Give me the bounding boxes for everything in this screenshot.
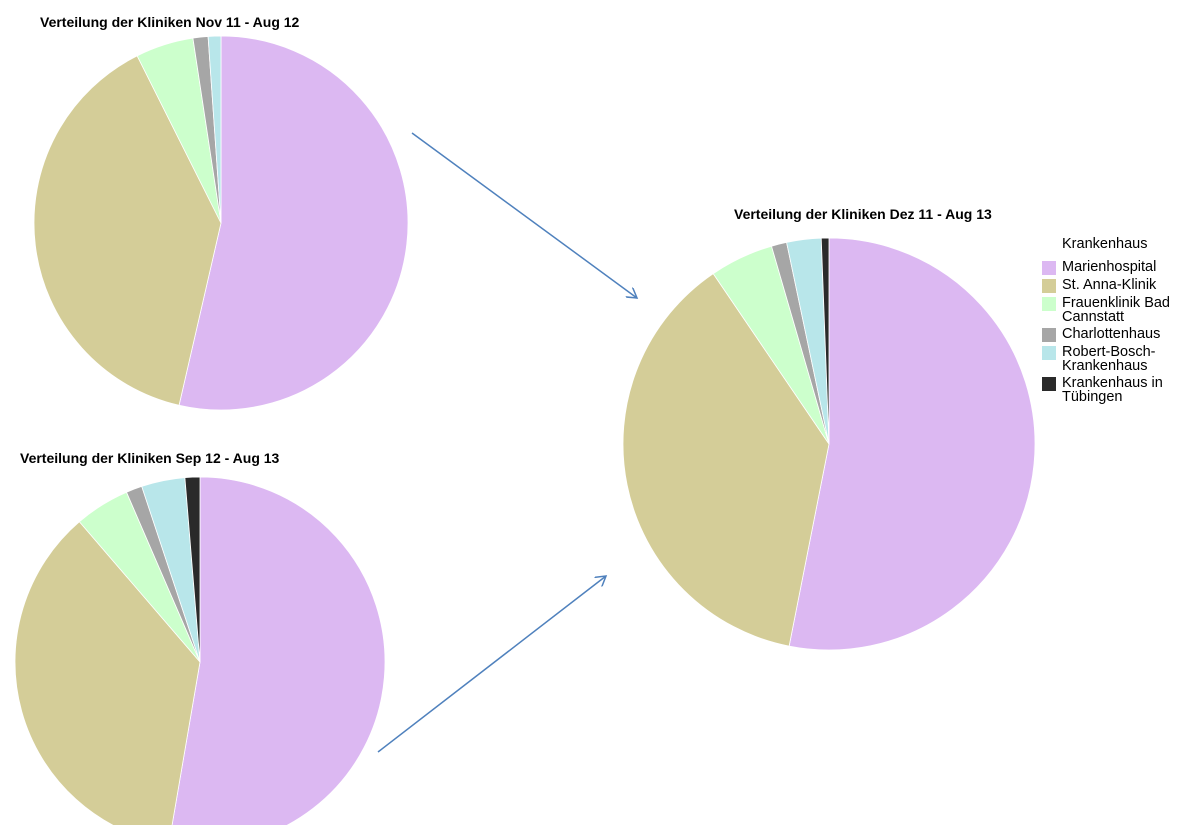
- legend-label: Krankenhaus in Tübingen: [1062, 375, 1163, 405]
- legend: Krankenhaus Marienhospital St. Anna-Klinik…: [1042, 236, 1178, 407]
- pie-slice: [184, 476, 201, 663]
- pie-slice: [178, 35, 409, 411]
- legend-swatch: [1042, 377, 1056, 391]
- legend-swatch: [1042, 261, 1056, 275]
- legend-label: St. Anna-Klinik: [1062, 277, 1157, 293]
- legend-item: Robert-Bosch-Krankenhaus: [1042, 345, 1178, 373]
- arrow: [377, 576, 606, 753]
- legend-swatch: [1042, 328, 1056, 342]
- legend-label: Frauenklinik Bad Cannstatt: [1062, 295, 1170, 325]
- pie-slice: [33, 55, 222, 406]
- legend-item: Marienhospital: [1042, 260, 1178, 275]
- legend-label: Robert-Bosch-Krankenhaus: [1062, 344, 1156, 374]
- chart-title: Verteilung der Kliniken Nov 11 - Aug 12: [40, 14, 300, 30]
- legend-label: Marienhospital: [1062, 259, 1157, 275]
- arrow: [411, 132, 637, 298]
- pie-slice: [820, 237, 830, 445]
- legend-title: Krankenhaus: [1062, 236, 1148, 252]
- legend-item: Charlottenhaus: [1042, 327, 1178, 342]
- pie-slice: [207, 35, 222, 224]
- legend-item: Frauenklinik Bad Cannstatt: [1042, 296, 1178, 324]
- pie-slice: [14, 521, 201, 825]
- legend-label: Charlottenhaus: [1062, 326, 1161, 342]
- legend-item: St. Anna-Klinik: [1042, 278, 1178, 293]
- chart-title: Verteilung der Kliniken Dez 11 - Aug 13: [734, 206, 992, 222]
- pie-slice: [622, 273, 830, 647]
- legend-item: Krankenhaus in Tübingen: [1042, 376, 1178, 404]
- pie-slice: [788, 237, 1036, 651]
- legend-swatch: [1042, 346, 1056, 360]
- chart-title: Verteilung der Kliniken Sep 12 - Aug 13: [20, 450, 280, 466]
- pie-slice: [171, 476, 386, 825]
- legend-swatch: [1042, 279, 1056, 293]
- legend-swatch: [1042, 297, 1056, 311]
